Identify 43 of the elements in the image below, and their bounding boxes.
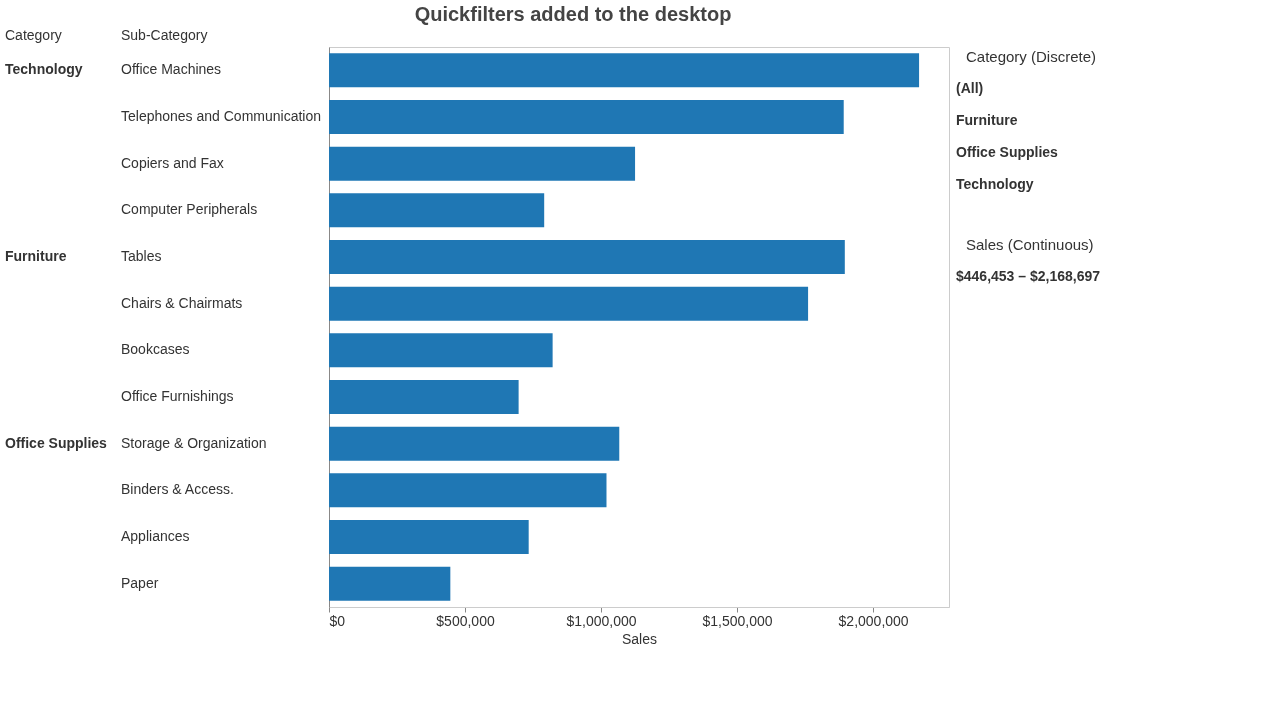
y-tick-label: Computer Peripherals (121, 201, 258, 218)
text: Furniture (956, 112, 1018, 128)
text: $446,453 – $2,168,697 (956, 268, 1101, 284)
x-axis-title: Sales (621, 630, 658, 647)
bar (329, 53, 920, 88)
y-tick-label: Paper (121, 574, 159, 591)
chart-title: Quickfilters added to the desktop (414, 3, 732, 25)
bar (329, 333, 553, 368)
x-tick-label: $500,000 (436, 612, 495, 629)
text: Sales (Continuous) (966, 236, 1094, 253)
text: Technology (5, 61, 83, 78)
text: Office Supplies (5, 434, 108, 451)
y-tick-label: Bookcases (121, 341, 190, 358)
bar (329, 380, 519, 414)
bar (329, 286, 809, 321)
text: Technology (956, 176, 1034, 192)
y-tick-label: Storage & Organization (121, 434, 267, 451)
y-tick-label: Chairs & Chairmats (121, 294, 243, 311)
text: (All) (956, 80, 984, 96)
y-tick-label: Binders & Access. (121, 481, 234, 498)
bar (329, 566, 451, 601)
bar (329, 100, 844, 134)
bar (329, 426, 620, 461)
x-tick-label: $1,000,000 (566, 612, 637, 629)
x-tick-label: $1,500,000 (702, 612, 773, 629)
text: Furniture (5, 248, 67, 264)
bar (329, 473, 607, 508)
bar (329, 146, 636, 181)
y-tick-label: Copiers and Fax (121, 154, 224, 171)
bar (329, 520, 529, 554)
text: Category (Discrete) (966, 48, 1097, 65)
y-tick-label: Telephones and Communication (121, 108, 322, 124)
y-tick-label: Appliances (121, 528, 190, 544)
y-tick-label: Office Furnishings (121, 388, 234, 404)
text: Office Supplies (956, 144, 1059, 160)
x-tick-label: $0 (329, 612, 346, 629)
x-tick-label: $2,000,000 (838, 612, 909, 629)
text: Category (5, 27, 62, 43)
bar (329, 240, 845, 274)
y-tick-label: Office Machines (121, 61, 222, 78)
text: Sub-Category (121, 27, 208, 43)
bar (329, 193, 545, 228)
y-tick-label: Tables (121, 248, 162, 264)
